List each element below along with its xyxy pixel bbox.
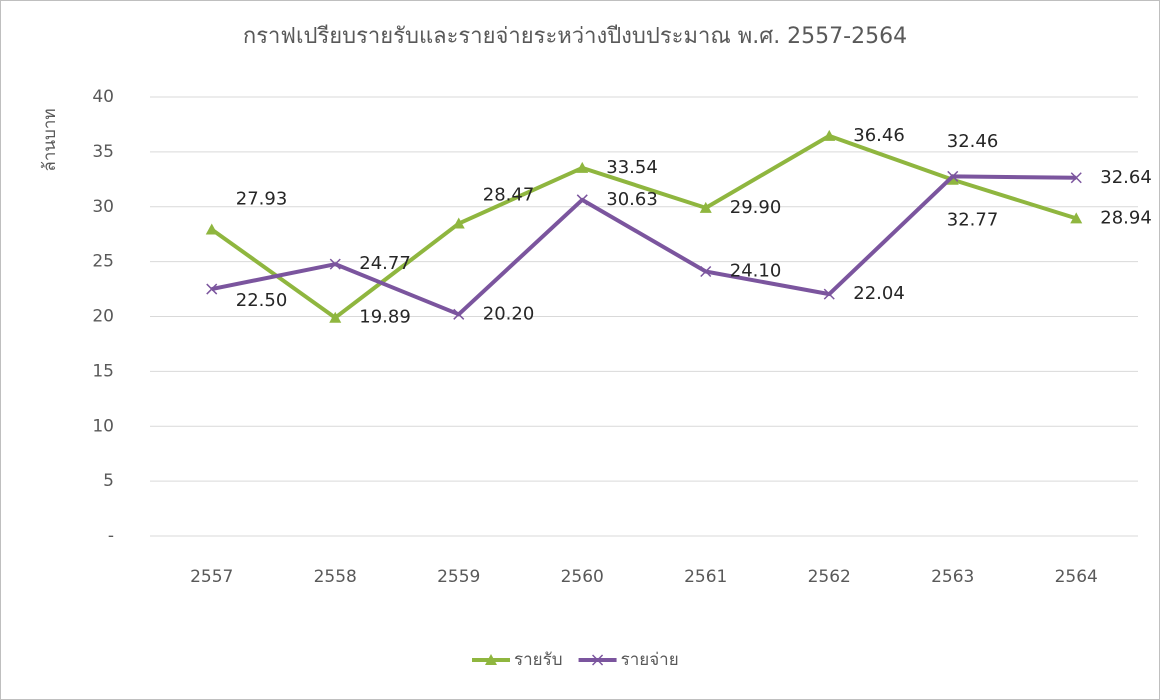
marker	[947, 170, 959, 182]
legend-label: รายจ่าย	[621, 650, 679, 670]
y-tick-label: 15	[92, 361, 114, 381]
x-tick-label: 2564	[1055, 567, 1098, 587]
marker	[329, 258, 341, 270]
x-tick-label: 2562	[808, 567, 851, 587]
data-label: 24.10	[730, 261, 782, 282]
data-label: 19.89	[359, 307, 411, 328]
marker	[453, 308, 465, 320]
marker	[485, 654, 497, 665]
data-label: 22.50	[236, 290, 288, 311]
chart-title: กราฟเปรียบรายรับและรายจ่ายระหว่างปีงบประ…	[243, 24, 907, 49]
data-label: 32.46	[947, 131, 999, 152]
x-tick-label: 2560	[561, 567, 604, 587]
series-line	[211, 174, 1077, 317]
marker	[206, 283, 218, 295]
x-tick-label: 2559	[437, 567, 480, 587]
marker	[700, 265, 712, 278]
data-label: 32.77	[947, 209, 999, 230]
marker	[946, 173, 959, 185]
marker	[823, 288, 835, 300]
y-tick-label: -	[108, 526, 114, 546]
y-tick-label: 40	[92, 87, 114, 107]
data-label: 22.04	[853, 283, 905, 304]
marker	[1070, 172, 1082, 184]
marker	[576, 194, 588, 206]
marker	[699, 201, 712, 213]
x-tick-label: 2563	[931, 567, 974, 587]
legend-label: รายรับ	[514, 650, 563, 670]
data-label: 20.20	[483, 303, 535, 324]
data-label: 27.93	[236, 188, 288, 209]
series-line	[210, 133, 1077, 320]
y-tick-label: 25	[92, 252, 114, 272]
data-label: 29.90	[730, 197, 782, 218]
data-label: 36.46	[853, 125, 905, 146]
y-axis-label: ล้านบาท	[40, 108, 60, 171]
y-tick-label: 5	[103, 471, 114, 491]
data-label: 32.64	[1100, 167, 1152, 188]
marker	[1070, 212, 1083, 224]
marker	[823, 129, 836, 141]
y-tick-label: 10	[92, 416, 114, 436]
data-label: 28.94	[1100, 207, 1152, 228]
marker	[592, 654, 604, 666]
y-tick-label: 35	[92, 142, 114, 162]
y-tick-label: 20	[92, 307, 114, 327]
data-label: 28.47	[483, 185, 535, 206]
marker	[329, 311, 342, 323]
x-tick-label: 2561	[684, 567, 727, 587]
x-tick-label: 2558	[314, 567, 357, 587]
y-tick-label: 30	[92, 197, 114, 217]
marker	[452, 217, 465, 229]
data-label: 24.77	[359, 253, 411, 274]
x-tick-label: 2557	[190, 567, 233, 587]
data-label: 30.63	[606, 189, 658, 210]
data-label: 33.54	[606, 157, 658, 178]
marker	[205, 223, 218, 235]
marker	[576, 161, 589, 173]
